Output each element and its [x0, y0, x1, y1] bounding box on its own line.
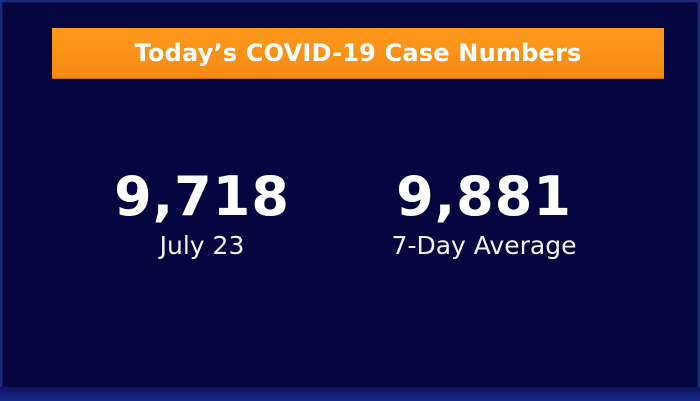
stat-seven-day-average-value: 9,881	[396, 165, 572, 228]
stat-today-value: 9,718	[114, 165, 290, 228]
bottom-edge	[0, 387, 700, 401]
stat-seven-day-average: 9,881 7-Day Average	[354, 166, 614, 262]
title-banner: Today’s COVID-19 Case Numbers	[52, 28, 664, 78]
slide-title: Today’s COVID-19 Case Numbers	[134, 39, 582, 67]
stat-today: 9,718 July 23	[102, 166, 302, 262]
stat-today-label: July 23	[159, 231, 245, 260]
stat-seven-day-average-label: 7-Day Average	[391, 231, 577, 260]
